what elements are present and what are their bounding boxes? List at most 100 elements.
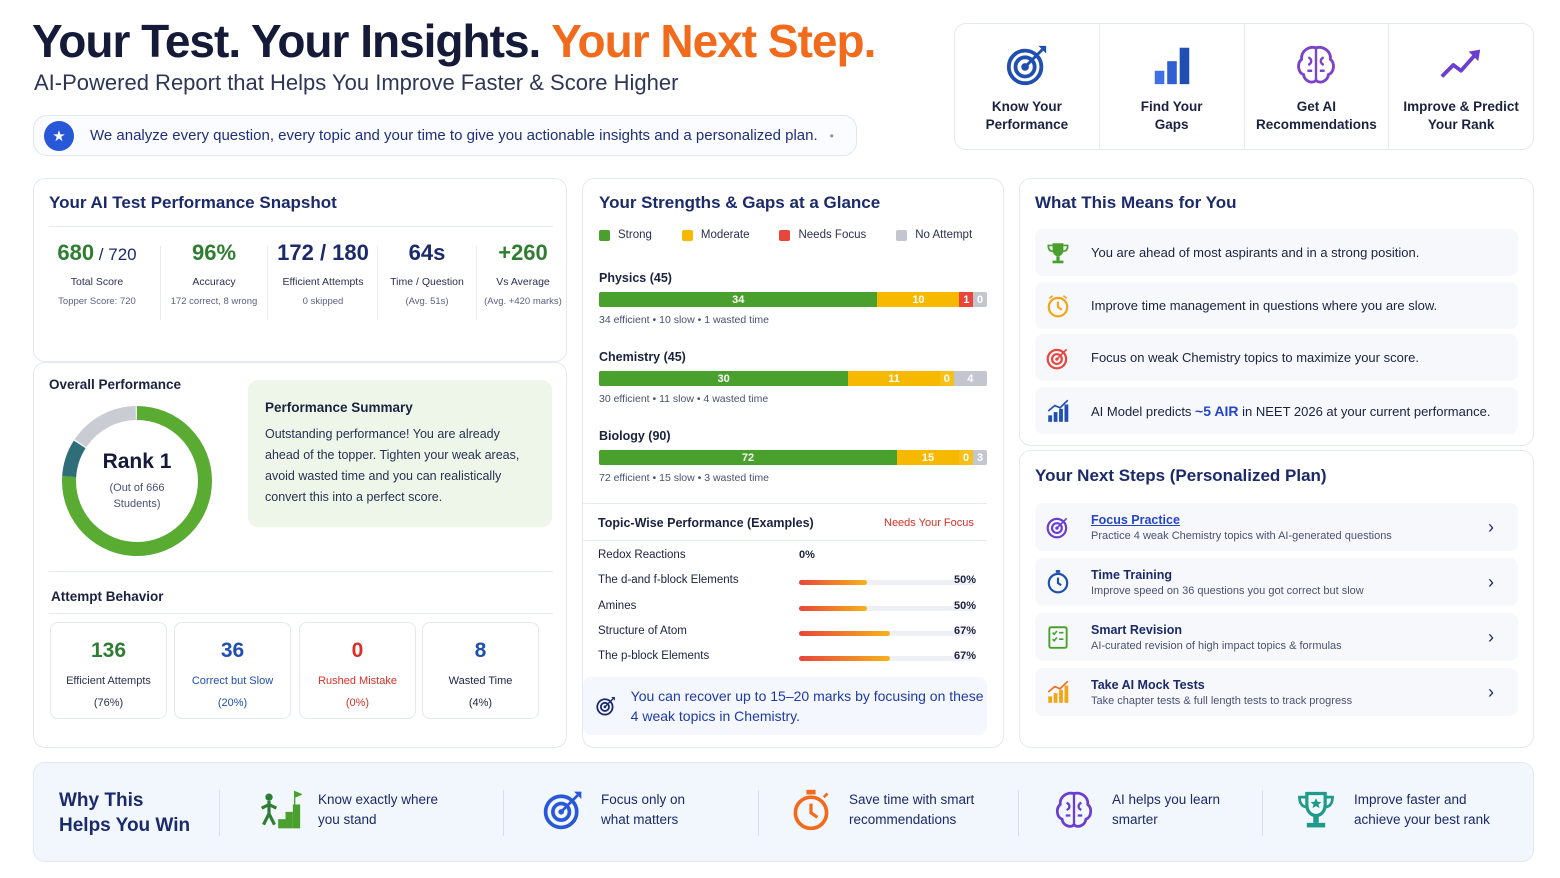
rank-value: Rank 1 [102,450,172,473]
performance-summary: Performance Summary Outstanding performa… [248,380,552,527]
bar-segment-moderate: 11 [848,371,940,386]
legend-item-moderate: Moderate [681,229,750,241]
chevron-right-icon[interactable]: › [1488,516,1494,537]
chevron-right-icon[interactable]: › [1488,571,1494,592]
topic-track [799,606,975,611]
strengths-title: Your Strengths & Gaps at a Glance [599,193,881,212]
next-step-focus-practice[interactable]: Focus Practice Practice 4 weak Chemistry… [1035,503,1518,551]
predict-highlight: ~5 AIR [1195,402,1239,419]
topic-fill [799,606,867,611]
next-step-desc: Improve speed on 36 questions you got co… [1091,584,1364,597]
divider [758,790,759,836]
star-icon: ★ [44,120,74,151]
top-step-rank[interactable]: Improve & Predict Your Rank [1389,24,1533,149]
chevron-right-icon[interactable]: › [1488,626,1494,647]
why-item-improve: Improve faster and achieve your best ran… [1294,788,1490,832]
attempt-pct: (0%) [345,697,370,709]
subject-bar-chemistry: 30 11 0 4 [599,371,987,386]
attempt-label: Efficient Attempts [66,675,151,687]
topic-flag: Needs Your Focus [884,517,974,529]
stat-total-score: 680 / 720 Total Score Topper Score: 720 [50,240,144,307]
divider [160,246,161,320]
bar-segment-needs-focus: 0 [939,371,954,386]
brain-icon [1055,791,1093,828]
legend-swatch [896,229,908,241]
next-step-title: Take AI Mock Tests [1091,677,1205,692]
legend-label: No Attempt [915,229,973,241]
top-step-label: Improve & Predict Your Rank [1403,99,1519,132]
subject-title-physics: Physics (45) [599,271,672,285]
chevron-right-icon[interactable]: › [1488,681,1494,702]
subject-title-chemistry: Chemistry (45) [599,350,686,364]
trophy-icon [1298,791,1334,828]
summary-body: Outstanding performance! You are already… [265,427,520,504]
top-step-ai[interactable]: Get AI Recommendations [1245,24,1390,149]
stat-value: 64s [408,240,446,265]
attempt-box-slow: 36 Correct but Slow (20%) [174,622,291,719]
next-step-time-training[interactable]: Time Training Improve speed on 36 questi… [1035,558,1518,606]
mean-row-chemistry: Focus on weak Chemistry topics to maximi… [1035,334,1518,381]
next-step-desc: AI-curated revision of high impact topic… [1091,639,1342,652]
stat-value: +260 [498,240,548,265]
legend-swatch [599,229,610,241]
top-step-know[interactable]: Know Your Performance [955,24,1100,149]
legend-item-no-attempt: No Attempt [896,229,972,241]
next-steps-title: Your Next Steps (Personalized Plan) [1035,466,1327,485]
why-item-text: Focus only on what matters [601,792,686,827]
stat-label: Time / Question [390,276,464,288]
legend-label: Needs Focus [798,229,867,241]
mean-text: Improve time management in questions whe… [1091,298,1438,313]
divider [49,571,553,572]
legend-label: Strong [618,229,652,241]
bar-segment-needs-focus: 0 [959,450,974,465]
attempt-value: 36 [220,639,245,662]
topic-pct: 0% [799,549,815,561]
stat-label: Vs Average [496,276,550,288]
why-item-ai: AI helps you learn smarter [1052,788,1220,832]
subject-note: 34 efficient • 10 slow • 1 wasted time [599,314,769,326]
mean-row-predict: AI Model predicts ~5 AIR in NEET 2026 at… [1035,387,1518,434]
divider [49,613,553,614]
stat-label: Total Score [70,276,124,288]
legend-swatch [681,229,693,241]
why-item-focus: Focus only on what matters [541,788,685,832]
timer-icon [1047,570,1069,594]
stat-sub: 0 skipped [302,296,344,307]
next-step-smart-revision[interactable]: Smart Revision AI-curated revision of hi… [1035,613,1518,661]
legend-item-needs-focus: Needs Focus [779,229,866,241]
next-step-title[interactable]: Focus Practice [1091,512,1180,527]
why-item-text: Know exactly where you stand [318,792,439,827]
topic-pct: 50% [953,574,976,586]
rank-donut [62,406,212,556]
target-icon [1046,517,1068,539]
stat-sub: (Avg. 51s) [405,296,449,307]
next-step-title: Smart Revision [1091,622,1183,637]
bar-segment-strong: 34 [599,292,878,307]
divider [1262,790,1263,836]
divider [219,790,220,836]
donut-green-segment [62,406,212,556]
top-steps-card: Know Your Performance Find Your Gaps Get… [954,23,1534,150]
topic-name: The p-block Elements [598,650,710,662]
subject-bar-physics: 34 10 1 0 [599,292,987,307]
legend-label: Moderate [700,229,750,241]
divider [1018,790,1019,836]
attempt-box-efficient: 136 Efficient Attempts (76%) [50,622,167,719]
target-icon [596,696,615,716]
attempt-pct: (76%) [93,697,124,709]
why-item-save-time: Save time with smart recommendations [789,788,974,832]
top-step-gaps[interactable]: Find Your Gaps [1100,24,1245,149]
why-item-text: Improve faster and achieve your best ran… [1354,792,1490,827]
top-step-label: Get AI Recommendations [1255,99,1377,132]
stat-sub: (Avg. +420 marks) [484,296,562,307]
target-icon [1006,45,1047,86]
topic-title: Topic-Wise Performance (Examples) [598,516,814,530]
next-step-desc: Practice 4 weak Chemistry topics with AI… [1091,529,1392,542]
top-step-label: Find Your Gaps [1140,99,1203,132]
next-step-mock-tests[interactable]: Take AI Mock Tests Take chapter tests & … [1035,668,1518,716]
climb-icon [260,790,302,829]
snapshot-title: Your AI Test Performance Snapshot [49,193,337,212]
predict-pre: AI Model predicts [1091,403,1196,419]
topic-fill [799,631,891,636]
trend-up-icon [1440,49,1481,78]
